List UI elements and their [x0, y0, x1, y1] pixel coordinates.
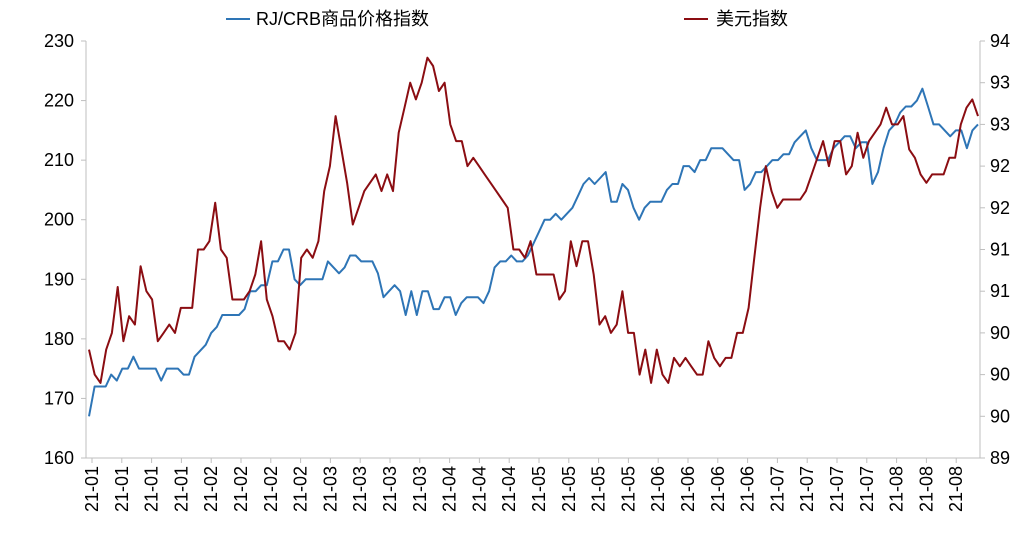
- series-line-rjcrb: [88, 87, 979, 417]
- right-tick-label: 93: [990, 114, 1010, 134]
- x-tick-label: 21-04: [469, 466, 489, 512]
- x-tick-label: 21-01: [82, 466, 102, 512]
- x-axis-ticks: 21-01 21-01 21-01 21-01 21-02 21-02 21-02 21-02…: [82, 458, 966, 512]
- x-tick-label: 21-03: [380, 466, 400, 512]
- x-tick-label: 21-08: [887, 466, 907, 512]
- x-tick-label: 21-07: [797, 466, 817, 512]
- x-tick-label: 21-03: [320, 466, 340, 512]
- x-tick-label: 21-03: [410, 466, 430, 512]
- legend: RJ/CRB商品价格指数 美元指数: [226, 9, 788, 29]
- x-tick-label: 21-07: [857, 466, 877, 512]
- x-tick-label: 21-06: [678, 466, 698, 512]
- legend-label-usd: 美元指数: [716, 9, 788, 29]
- x-tick-label: 21-01: [142, 466, 162, 512]
- right-tick-label: 89: [990, 448, 1010, 468]
- series-line-usd: [88, 56, 979, 384]
- right-tick-label: 90: [990, 365, 1010, 385]
- x-tick-label: 21-05: [529, 466, 549, 512]
- left-tick-label: 200: [44, 210, 74, 230]
- x-tick-label: 21-06: [738, 466, 758, 512]
- left-axis-ticks: 160 170 180 190 200 210 220 230: [44, 31, 86, 468]
- left-tick-label: 230: [44, 31, 74, 51]
- x-tick-label: 21-05: [559, 466, 579, 512]
- x-tick-label: 21-08: [946, 466, 966, 512]
- x-tick-label: 21-02: [231, 466, 251, 512]
- x-tick-label: 21-03: [350, 466, 370, 512]
- right-tick-label: 92: [990, 156, 1010, 176]
- right-tick-label: 92: [990, 198, 1010, 218]
- right-tick-label: 91: [990, 281, 1010, 301]
- left-tick-label: 220: [44, 91, 74, 111]
- legend-label-rjcrb: RJ/CRB商品价格指数: [256, 9, 429, 29]
- x-tick-label: 21-06: [648, 466, 668, 512]
- x-tick-label: 21-08: [916, 466, 936, 512]
- left-tick-label: 190: [44, 269, 74, 289]
- x-tick-label: 21-05: [589, 466, 609, 512]
- x-tick-label: 21-04: [499, 466, 519, 512]
- x-tick-label: 21-01: [112, 466, 132, 512]
- right-tick-label: 90: [990, 323, 1010, 343]
- right-tick-label: 94: [990, 31, 1010, 51]
- series-layer: [88, 56, 979, 417]
- x-tick-label: 21-05: [618, 466, 638, 512]
- x-tick-label: 21-07: [827, 466, 847, 512]
- x-tick-label: 21-02: [261, 466, 281, 512]
- right-tick-label: 90: [990, 406, 1010, 426]
- left-tick-label: 160: [44, 448, 74, 468]
- x-tick-label: 21-04: [440, 466, 460, 512]
- x-tick-label: 21-01: [171, 466, 191, 512]
- x-tick-label: 21-07: [767, 466, 787, 512]
- x-tick-label: 21-02: [201, 466, 221, 512]
- right-axis-ticks: 89 90 90 90 91 91 92 92 93 93 94: [980, 31, 1010, 468]
- left-tick-label: 210: [44, 150, 74, 170]
- right-tick-label: 91: [990, 240, 1010, 260]
- left-tick-label: 170: [44, 388, 74, 408]
- right-tick-label: 93: [990, 73, 1010, 93]
- x-tick-label: 21-06: [708, 466, 728, 512]
- left-tick-label: 180: [44, 329, 74, 349]
- x-tick-label: 21-02: [291, 466, 311, 512]
